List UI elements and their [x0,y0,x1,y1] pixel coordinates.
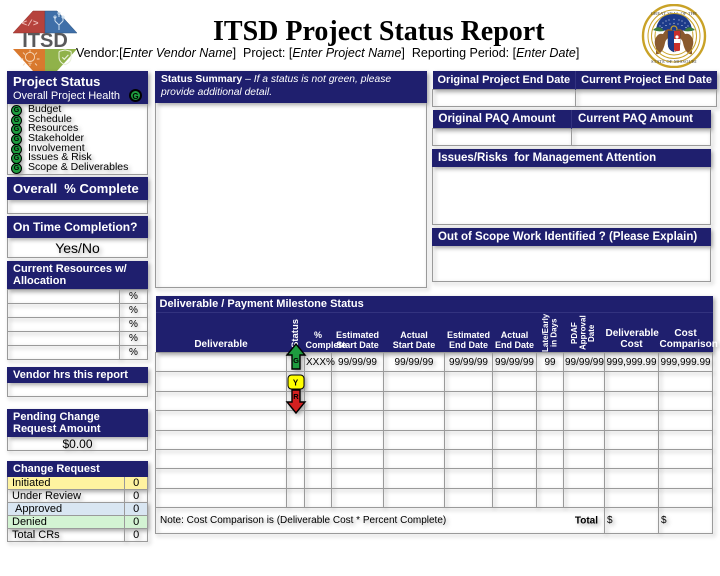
svg-text:ITSD: ITSD [22,30,68,52]
svg-text:G: G [293,356,299,365]
svg-text:STATE OF MISSOURI: STATE OF MISSOURI [651,59,697,64]
svg-text:R: R [293,392,299,401]
svg-text:</>: </> [21,18,38,29]
